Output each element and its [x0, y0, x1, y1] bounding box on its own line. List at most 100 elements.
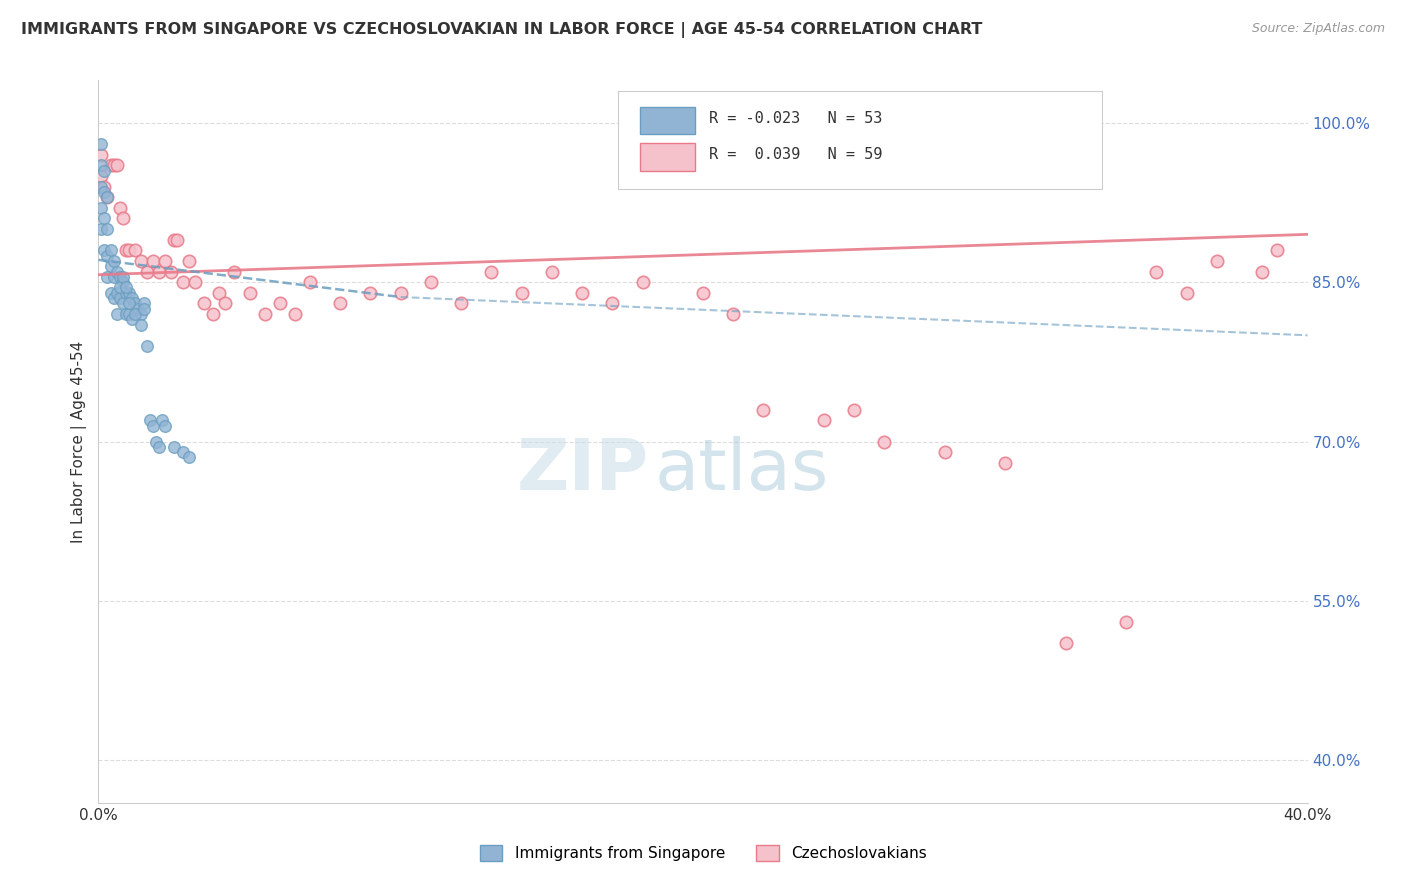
Point — [1115, 615, 1137, 630]
Point — [114, 280, 136, 294]
Point — [100, 285, 122, 300]
Point — [103, 158, 125, 172]
Point — [105, 307, 128, 321]
Point — [1175, 285, 1198, 300]
Point — [571, 285, 593, 300]
Point — [994, 456, 1017, 470]
Point — [602, 296, 624, 310]
Point — [118, 244, 141, 258]
Point — [873, 434, 896, 449]
Point — [135, 264, 157, 278]
Point — [124, 296, 146, 310]
FancyBboxPatch shape — [619, 91, 1102, 189]
Point — [481, 264, 503, 278]
Y-axis label: In Labor Force | Age 45-54: In Labor Force | Age 45-54 — [72, 341, 87, 542]
Point — [214, 296, 236, 310]
Point — [202, 307, 225, 321]
Point — [193, 296, 215, 310]
Point — [153, 254, 176, 268]
Point — [132, 296, 155, 310]
Point — [96, 190, 118, 204]
Point — [114, 244, 136, 258]
Point — [93, 244, 115, 258]
Point — [90, 136, 112, 151]
Point — [360, 285, 382, 300]
Point — [239, 285, 262, 300]
Legend: Immigrants from Singapore, Czechoslovakians: Immigrants from Singapore, Czechoslovaki… — [474, 839, 932, 867]
Text: ZIP: ZIP — [516, 436, 648, 505]
Point — [103, 291, 125, 305]
Point — [114, 285, 136, 300]
Point — [844, 402, 866, 417]
Point — [284, 307, 307, 321]
Point — [153, 418, 176, 433]
Point — [124, 307, 146, 321]
Point — [148, 440, 170, 454]
Text: R = -0.023   N = 53: R = -0.023 N = 53 — [709, 112, 883, 126]
Point — [420, 275, 443, 289]
Point — [1144, 264, 1167, 278]
Point — [90, 222, 112, 236]
Text: IMMIGRANTS FROM SINGAPORE VS CZECHOSLOVAKIAN IN LABOR FORCE | AGE 45-54 CORRELAT: IMMIGRANTS FROM SINGAPORE VS CZECHOSLOVA… — [21, 22, 983, 38]
Point — [93, 179, 115, 194]
Point — [224, 264, 246, 278]
Point — [96, 222, 118, 236]
Point — [118, 296, 141, 310]
Point — [105, 285, 128, 300]
Point — [253, 307, 276, 321]
Text: atlas: atlas — [655, 436, 830, 505]
Point — [129, 254, 152, 268]
Point — [103, 254, 125, 268]
Point — [90, 179, 112, 194]
Point — [142, 418, 165, 433]
Point — [108, 291, 131, 305]
Point — [108, 280, 131, 294]
Point — [93, 211, 115, 226]
Point — [100, 259, 122, 273]
Point — [148, 264, 170, 278]
Point — [100, 244, 122, 258]
Point — [108, 201, 131, 215]
Point — [111, 275, 134, 289]
Point — [132, 301, 155, 316]
Point — [166, 233, 188, 247]
Point — [299, 275, 322, 289]
Text: R =  0.039   N = 59: R = 0.039 N = 59 — [709, 147, 883, 162]
Point — [450, 296, 472, 310]
Point — [145, 434, 167, 449]
Point — [752, 402, 775, 417]
Point — [111, 296, 134, 310]
Point — [510, 285, 533, 300]
Point — [813, 413, 835, 427]
Point — [124, 244, 146, 258]
Point — [121, 291, 143, 305]
Point — [118, 307, 141, 321]
Point — [96, 249, 118, 263]
Point — [163, 233, 186, 247]
Point — [1251, 264, 1274, 278]
Point — [179, 450, 201, 465]
Point — [329, 296, 352, 310]
Point — [692, 285, 714, 300]
Point — [135, 339, 157, 353]
Point — [121, 312, 143, 326]
Point — [1054, 636, 1077, 650]
Point — [118, 285, 141, 300]
Point — [160, 264, 183, 278]
FancyBboxPatch shape — [640, 107, 695, 135]
Point — [150, 413, 173, 427]
Point — [100, 158, 122, 172]
Point — [111, 269, 134, 284]
Text: Source: ZipAtlas.com: Source: ZipAtlas.com — [1251, 22, 1385, 36]
Point — [179, 254, 201, 268]
Point — [105, 264, 128, 278]
Point — [108, 269, 131, 284]
Point — [540, 264, 562, 278]
Point — [1267, 244, 1289, 258]
Point — [93, 163, 115, 178]
Point — [723, 307, 745, 321]
Point — [103, 269, 125, 284]
Point — [127, 301, 149, 316]
Point — [172, 445, 194, 459]
Point — [389, 285, 412, 300]
